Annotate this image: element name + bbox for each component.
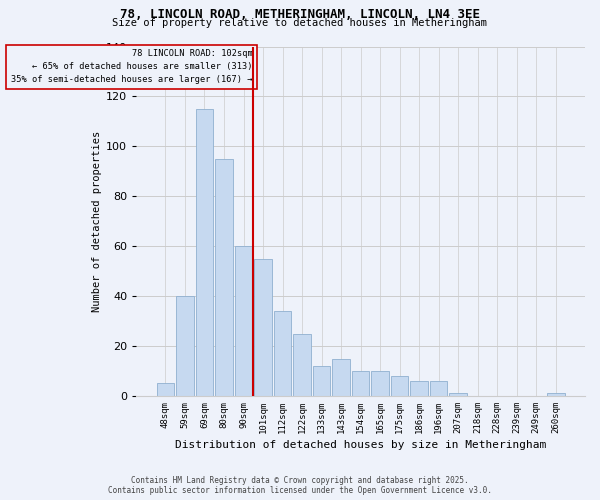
Text: Contains HM Land Registry data © Crown copyright and database right 2025.
Contai: Contains HM Land Registry data © Crown c…	[108, 476, 492, 495]
Bar	[352, 371, 370, 396]
Bar	[547, 394, 565, 396]
Bar	[430, 381, 448, 396]
Bar	[215, 159, 233, 396]
Bar	[449, 394, 467, 396]
Text: 78 LINCOLN ROAD: 102sqm
← 65% of detached houses are smaller (313)
35% of semi-d: 78 LINCOLN ROAD: 102sqm ← 65% of detache…	[11, 49, 252, 84]
Bar	[313, 366, 331, 396]
Bar	[235, 246, 252, 396]
Y-axis label: Number of detached properties: Number of detached properties	[92, 130, 102, 312]
Bar	[176, 296, 194, 396]
Bar	[332, 358, 350, 396]
Text: 78, LINCOLN ROAD, METHERINGHAM, LINCOLN, LN4 3EE: 78, LINCOLN ROAD, METHERINGHAM, LINCOLN,…	[120, 8, 480, 20]
Bar	[157, 384, 174, 396]
Bar	[196, 109, 213, 396]
X-axis label: Distribution of detached houses by size in Metheringham: Distribution of detached houses by size …	[175, 440, 546, 450]
Bar	[293, 334, 311, 396]
Text: Size of property relative to detached houses in Metheringham: Size of property relative to detached ho…	[113, 18, 487, 28]
Bar	[274, 311, 292, 396]
Bar	[371, 371, 389, 396]
Bar	[391, 376, 409, 396]
Bar	[410, 381, 428, 396]
Bar	[254, 258, 272, 396]
